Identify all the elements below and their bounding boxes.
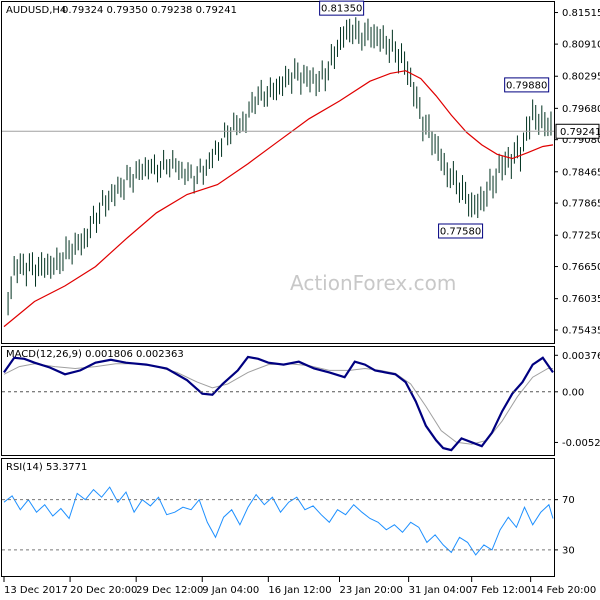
price-tick-label: 0.78465 [562, 167, 600, 178]
macd-tick-label: 0.003762 [562, 351, 600, 362]
price-ohlc-readout: 0.79324 0.79350 0.79238 0.79241 [62, 5, 237, 16]
time-tick-label: 13 Dec 2017 [4, 585, 68, 596]
price-panel-frame [1, 1, 555, 344]
price-tick-label: 0.77250 [562, 231, 600, 242]
time-tick-label: 16 Jan 12:00 [268, 585, 331, 596]
price-tick-label: 0.81515 [562, 8, 600, 19]
time-tick-label: 23 Jan 20:00 [340, 585, 403, 596]
price-tick-label: 0.76650 [562, 262, 600, 273]
time-tick-label: 20 Dec 20:00 [70, 585, 137, 596]
price-tick-label: 0.79080 [562, 135, 600, 146]
rsi-axis: 70 30 [2, 495, 575, 556]
price-tick-label: 0.75435 [562, 325, 600, 336]
moving-average [3, 70, 554, 328]
time-tick-label: 7 Feb 12:00 [472, 585, 531, 596]
last-price-marker: 0.79241 [2, 123, 600, 139]
macd-tick-label: 0.00 [562, 387, 584, 398]
macd-lines [3, 355, 554, 452]
price-tick-label: 0.77865 [562, 199, 600, 210]
time-tick-label: 29 Dec 12:00 [136, 585, 203, 596]
rsi-line [3, 486, 554, 556]
annotation-label: 0.77580 [440, 226, 481, 237]
time-tick-label: 31 Jan 04:00 [409, 585, 472, 596]
price-tick-label: 0.80910 [562, 40, 600, 51]
macd-panel-frame [1, 346, 555, 456]
moving-average-line [3, 70, 554, 328]
rsi-lines [3, 486, 554, 556]
rsi-title: RSI(14) 53.3771 [6, 462, 87, 473]
macd-line [3, 355, 554, 452]
price-tick-label: 0.80295 [562, 72, 600, 83]
annotation-label: 0.81350 [321, 4, 362, 15]
time-tick-label: 9 Jan 04:00 [202, 585, 259, 596]
rsi-tick-label: 30 [562, 545, 575, 556]
macd-axis: 0.003762 0.00 -0.005216 [2, 351, 600, 449]
price-tick-label: 0.79680 [562, 104, 600, 115]
time-tick-label: 14 Feb 20:00 [531, 585, 597, 596]
annotation-box [504, 77, 550, 93]
macd-tick-label: -0.005216 [562, 438, 600, 449]
price-annotations: 0.81350 0.79880 0.77580 [319, 0, 550, 239]
last-price-label: 0.79241 [560, 127, 600, 138]
rsi-panel-frame [1, 458, 555, 577]
price-tick-label: 0.76035 [562, 294, 600, 305]
watermark: ActionForex.com [290, 271, 456, 295]
rsi-tick-label: 70 [562, 495, 575, 506]
annotation-label: 0.79880 [506, 80, 547, 91]
annotation-box [438, 223, 484, 239]
macd-title: MACD(12,26,9) 0.001806 0.002363 [6, 349, 184, 360]
price-axis: 0.81515 0.80910 0.80295 0.79680 0.79080 0.784… [554, 8, 600, 336]
price-title: AUDUSD,H4 [6, 5, 66, 16]
last-price-box [555, 123, 600, 139]
annotation-box [319, 0, 365, 16]
